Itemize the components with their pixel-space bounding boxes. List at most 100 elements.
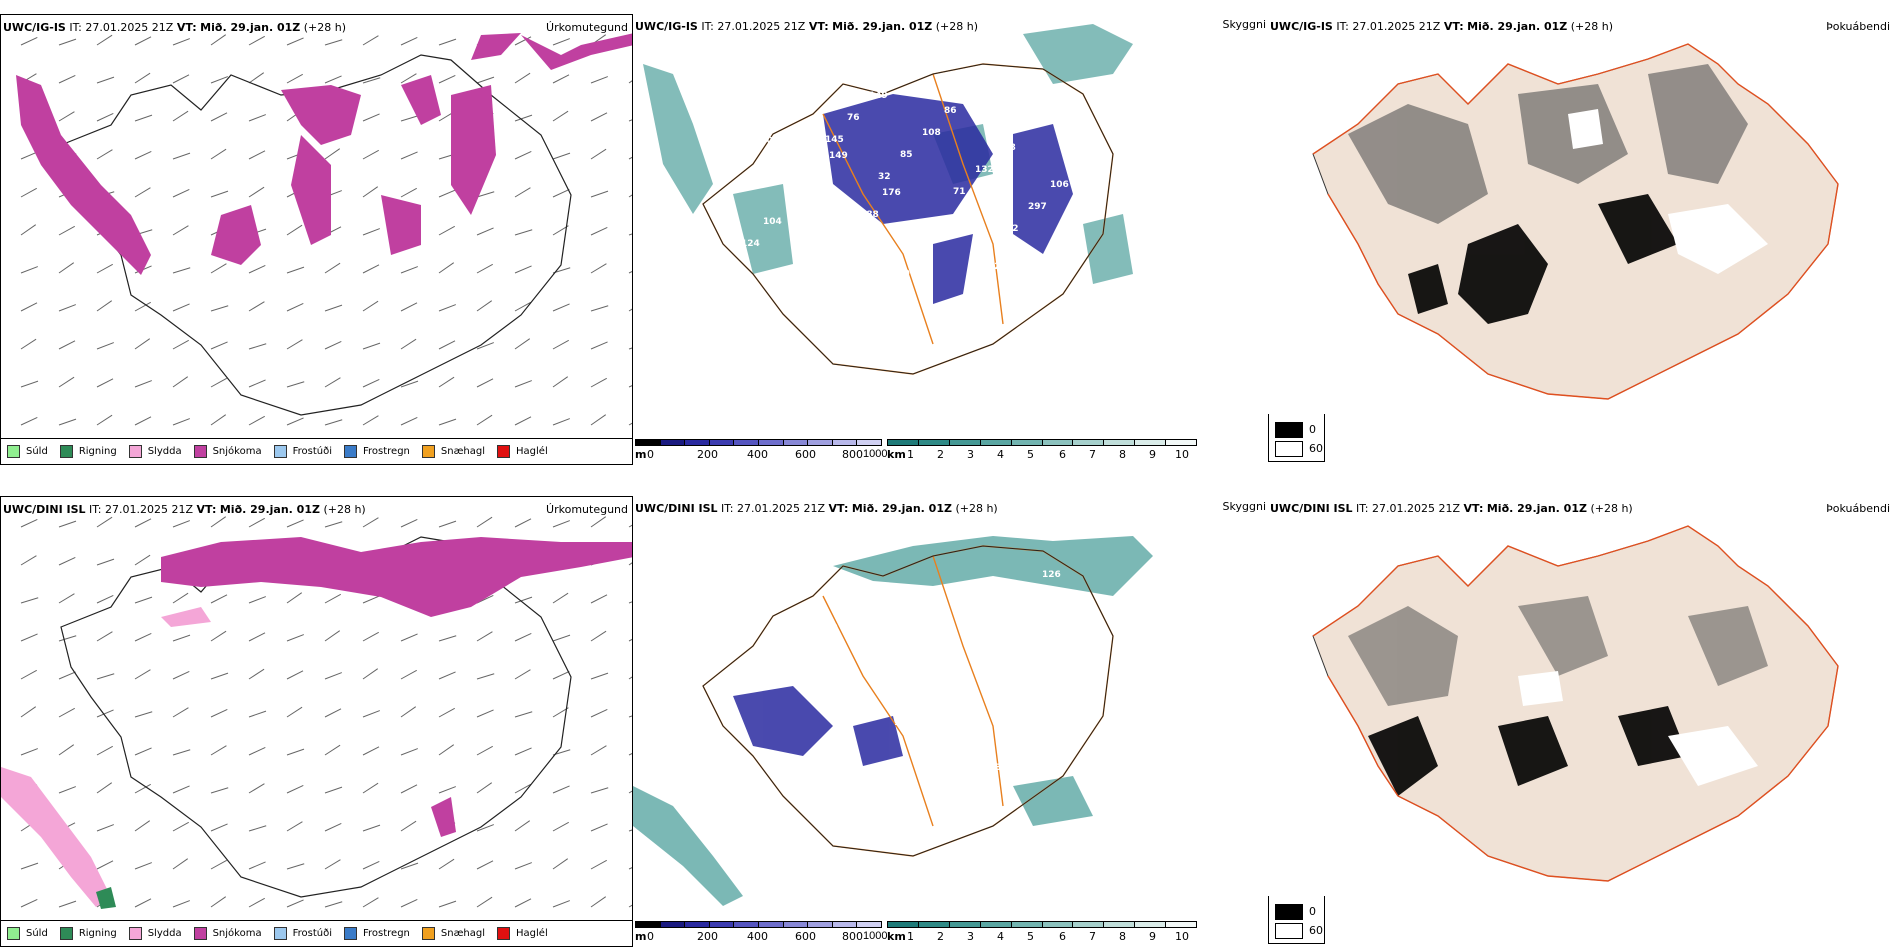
- wind-barbs: [20, 516, 632, 908]
- wind-barb: [438, 189, 456, 198]
- wind-barb: [20, 266, 38, 274]
- wind-barb: [210, 34, 227, 46]
- wind-barb: [210, 630, 227, 642]
- panel-header: UWC/IG-IS IT: 27.01.2025 21Z VT: Mið. 29…: [3, 21, 346, 34]
- legend-item-haglel: Haglél: [497, 927, 548, 940]
- visibility-colorbar: [887, 921, 1197, 928]
- legend-item-sudd: Súld: [7, 445, 48, 458]
- vt-label: VT:: [176, 21, 197, 34]
- wind-barb: [210, 823, 228, 832]
- legend-item-frostregn: Frostregn: [344, 927, 410, 940]
- wind-barb: [286, 417, 304, 426]
- wind-barb: [96, 594, 114, 604]
- wind-barb: [514, 265, 532, 274]
- wind-barb: [172, 634, 191, 642]
- vt-label: VT:: [196, 503, 217, 516]
- lead-time: (+28 h): [1570, 20, 1614, 33]
- wind-barb: [590, 896, 607, 908]
- wind-barb: [20, 518, 38, 528]
- wind-barb: [20, 187, 37, 198]
- wind-barb: [210, 305, 229, 312]
- wind-barb: [96, 34, 113, 46]
- wind-barb: [134, 632, 152, 642]
- wind-barb: [58, 786, 76, 794]
- wind-barb: [210, 148, 227, 160]
- legend-item-rigning: Rigning: [59, 445, 117, 458]
- wind-barb: [324, 419, 343, 426]
- wind-barb: [324, 901, 343, 908]
- ceiling-value-label: 108: [922, 128, 941, 138]
- wind-barb: [210, 672, 229, 680]
- wind-barb: [286, 706, 303, 718]
- vis-tick: 1: [907, 930, 914, 943]
- vis-tick: 8: [1119, 930, 1126, 943]
- wind-barb: [20, 555, 37, 566]
- wind-barb: [438, 635, 457, 642]
- vis-tick: 7: [1089, 930, 1096, 943]
- wind-barb: [590, 148, 607, 160]
- ceiling-value-label: 300: [754, 136, 773, 146]
- wind-barb: [96, 824, 114, 832]
- ceiling-value-label: 32: [878, 172, 891, 182]
- fog-panel-dini: UWC/DINI ISL IT: 27.01.2025 21Z VT: Mið.…: [1268, 496, 1900, 896]
- wind-barb: [20, 338, 37, 350]
- ceiling-colorbar: [635, 439, 882, 446]
- it-value: 27.01.2025 21Z: [1372, 502, 1461, 515]
- panel-header: UWC/DINI ISL IT: 27.01.2025 21Z VT: Mið.…: [3, 503, 366, 516]
- wind-barb: [286, 634, 304, 642]
- ceiling-scale: m 0 200 400 600 800: [635, 921, 882, 947]
- wind-barb: [324, 786, 343, 794]
- wind-barb: [628, 790, 632, 794]
- wind-barb: [362, 746, 380, 756]
- panel-title: Þokuábendi: [1826, 20, 1890, 33]
- ceiling-tick: 800: [842, 448, 863, 461]
- snow-areas: [161, 537, 632, 837]
- wind-barb: [628, 422, 632, 426]
- wind-barb: [248, 264, 266, 274]
- wind-barb: [20, 633, 38, 642]
- wind-barb: [590, 594, 608, 604]
- wind-barb: [514, 187, 531, 198]
- vis-tick: 3: [967, 448, 974, 461]
- wind-barb: [210, 745, 227, 756]
- wind-barb: [628, 194, 632, 198]
- ceiling-value-label: 151: [735, 607, 754, 617]
- wind-barb: [96, 709, 114, 718]
- vis-tick: 2: [937, 930, 944, 943]
- ceiling-value-label: 686: [766, 586, 785, 596]
- wind-barb: [172, 520, 190, 528]
- wind-barb: [438, 304, 456, 312]
- wind-barb: [590, 305, 609, 312]
- vis-tick: 8: [1119, 448, 1126, 461]
- ceiling-value-label: 85: [900, 150, 913, 160]
- wind-barb: [400, 669, 417, 680]
- legend-swatch: [193, 445, 207, 458]
- ceiling-tick: 400: [747, 930, 768, 943]
- ceiling-value-label: 211: [1059, 261, 1078, 271]
- wind-barb: [58, 304, 76, 312]
- lead-time: (+28 h): [323, 503, 366, 516]
- it-value: 27.01.2025 21Z: [1352, 20, 1441, 33]
- wind-barb: [476, 631, 493, 642]
- wind-barb: [134, 187, 151, 198]
- wind-barb: [210, 414, 227, 426]
- ceiling-value-label: 76: [847, 113, 860, 123]
- ceiling-value-label: 100: [891, 269, 910, 279]
- wind-barb: [96, 558, 115, 566]
- wind-barb: [134, 416, 152, 426]
- wind-barb: [58, 262, 75, 274]
- wind-barb: [248, 35, 265, 46]
- ceiling-unit: m: [635, 448, 647, 461]
- wind-barb: [210, 594, 228, 604]
- wind-barb: [400, 36, 418, 46]
- ceiling-value-label: 176: [882, 188, 901, 198]
- legend-item-snjokoma: Snjókoma: [193, 445, 262, 458]
- wind-barb: [324, 75, 342, 84]
- wind-barb: [286, 224, 303, 236]
- wind-barb: [400, 73, 417, 84]
- wind-barb: [286, 863, 305, 870]
- wind-barb: [514, 338, 531, 350]
- wind-barb: [210, 76, 228, 84]
- wind-barb: [248, 114, 266, 122]
- ceiling-value-label: 112: [732, 158, 751, 168]
